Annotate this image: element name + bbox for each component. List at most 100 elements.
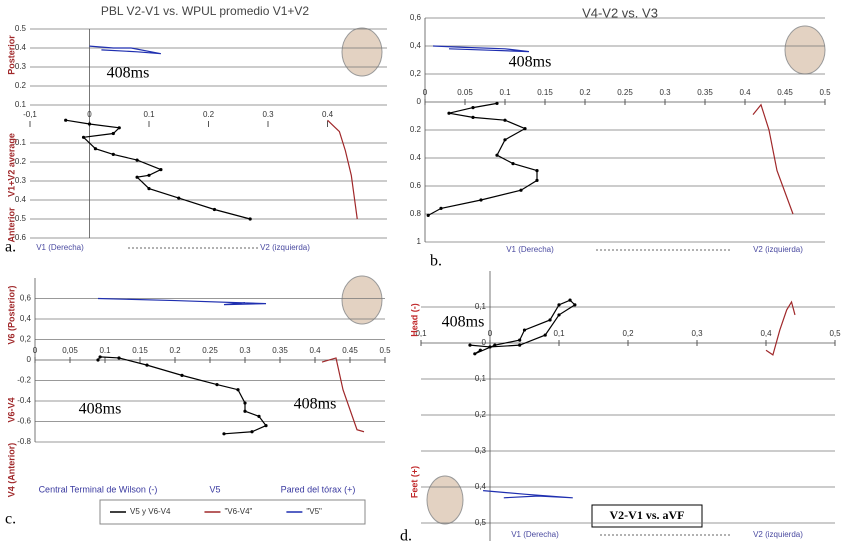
x-tick-label: 0.25 — [617, 88, 633, 97]
y-tick-label: 0.3 — [15, 176, 27, 185]
legend-box — [99, 499, 366, 525]
series-line — [469, 299, 576, 355]
x-tick-label: 0.3 — [659, 88, 671, 97]
marker — [493, 343, 497, 347]
x-axis-label: V1 (Derecha) — [506, 245, 554, 254]
y-tick-label: 0.6 — [15, 233, 27, 242]
marker — [473, 352, 477, 356]
series-line — [752, 103, 794, 215]
y-tick-label: 0.2 — [410, 125, 422, 134]
marker — [147, 173, 151, 177]
y-tick-label: 0,2 — [410, 69, 422, 78]
x-tick-label: 0.35 — [697, 88, 713, 97]
marker — [519, 188, 523, 192]
series-line — [765, 300, 796, 356]
y-tick-label: 0.4 — [410, 153, 422, 162]
x-tick-label: 0 — [488, 329, 493, 338]
legend-label: V5 y V6-V4 — [130, 507, 171, 516]
y-tick-label: 0.2 — [15, 81, 27, 90]
series-line — [483, 490, 573, 499]
x-axis-label: Pared del tórax (+) — [281, 484, 356, 494]
head-c — [341, 275, 383, 325]
x-tick-label: 0.4 — [322, 110, 334, 119]
marker — [93, 147, 98, 151]
marker — [503, 138, 507, 142]
x-axis-label: V2 (izquierda) — [753, 245, 803, 254]
x-tick-label: 0,1 — [415, 329, 427, 338]
y-tick-label: 0.2 — [15, 157, 27, 166]
x-tick-label: 0.25 — [202, 346, 218, 355]
panel-label: d. — [400, 528, 412, 545]
y-tick-label: 0.1 — [15, 100, 27, 109]
marker — [468, 343, 472, 347]
marker — [212, 207, 217, 212]
y-tick-label: 0,1 — [475, 374, 487, 383]
marker — [145, 363, 149, 367]
marker — [257, 414, 261, 418]
marker — [518, 343, 522, 347]
y-tick-label: 0,2 — [20, 335, 32, 344]
series-line — [321, 357, 365, 433]
y-tick-label: 0.5 — [15, 24, 27, 33]
y-tick-label: -0.2 — [17, 376, 31, 385]
x-tick-label: 0,5 — [829, 329, 841, 338]
marker — [573, 303, 577, 307]
marker — [471, 115, 475, 119]
x-axis-label: V2 (izquierda) — [753, 530, 803, 539]
marker — [177, 196, 181, 200]
marker — [557, 313, 561, 317]
marker — [248, 217, 252, 221]
marker — [511, 162, 515, 166]
head-b — [784, 25, 826, 75]
y-tick-label: 0,5 — [475, 518, 487, 527]
marker — [64, 118, 68, 122]
x-tick-label: 0.2 — [203, 110, 215, 119]
x-tick-label: 0.1 — [499, 88, 511, 97]
marker — [250, 430, 254, 434]
marker — [523, 127, 527, 131]
marker — [96, 358, 100, 362]
series-line — [97, 297, 267, 306]
y-tick-label: 0,4 — [410, 41, 422, 50]
marker — [236, 388, 240, 392]
marker — [447, 111, 451, 115]
x-axis-label: V5 — [209, 484, 220, 494]
marker — [243, 409, 247, 413]
y-tick-label: 0.6 — [410, 181, 422, 190]
annotation: 408ms — [107, 65, 150, 82]
x-tick-label: 0.3 — [239, 346, 251, 355]
y-tick-label: 0,6 — [410, 13, 422, 22]
y-axis-label: Posterior — [6, 35, 16, 75]
x-tick-label: 0.35 — [272, 346, 288, 355]
marker — [522, 328, 527, 332]
annotation: 408ms — [294, 396, 337, 413]
x-tick-label: 0.05 — [457, 88, 473, 97]
y-tick-label: -0.6 — [17, 417, 31, 426]
series-line — [89, 45, 162, 55]
x-tick-label: 0.2 — [169, 346, 181, 355]
marker — [548, 318, 552, 322]
marker — [568, 298, 572, 302]
marker — [495, 153, 499, 157]
legend-label: "V6-V4" — [224, 507, 252, 516]
x-tick-label: 0.45 — [342, 346, 358, 355]
marker — [557, 303, 561, 307]
marker — [215, 383, 219, 387]
marker — [98, 355, 102, 359]
marker — [135, 158, 139, 162]
y-axis-label: V6-V4 — [6, 397, 16, 422]
y-tick-label: 0,4 — [475, 482, 487, 491]
marker — [243, 401, 247, 405]
legend-label: "V5" — [306, 507, 322, 516]
marker — [222, 432, 226, 436]
y-tick-label: 0,3 — [475, 446, 487, 455]
marker — [159, 168, 163, 172]
head-d — [426, 475, 464, 525]
y-tick-label: 0,1 — [475, 302, 487, 311]
marker — [87, 122, 92, 126]
y-tick-label: 0,4 — [20, 314, 32, 323]
y-tick-label: 0.1 — [15, 138, 27, 147]
panel-label: b. — [430, 253, 442, 270]
y-tick-label: 0,6 — [20, 294, 32, 303]
